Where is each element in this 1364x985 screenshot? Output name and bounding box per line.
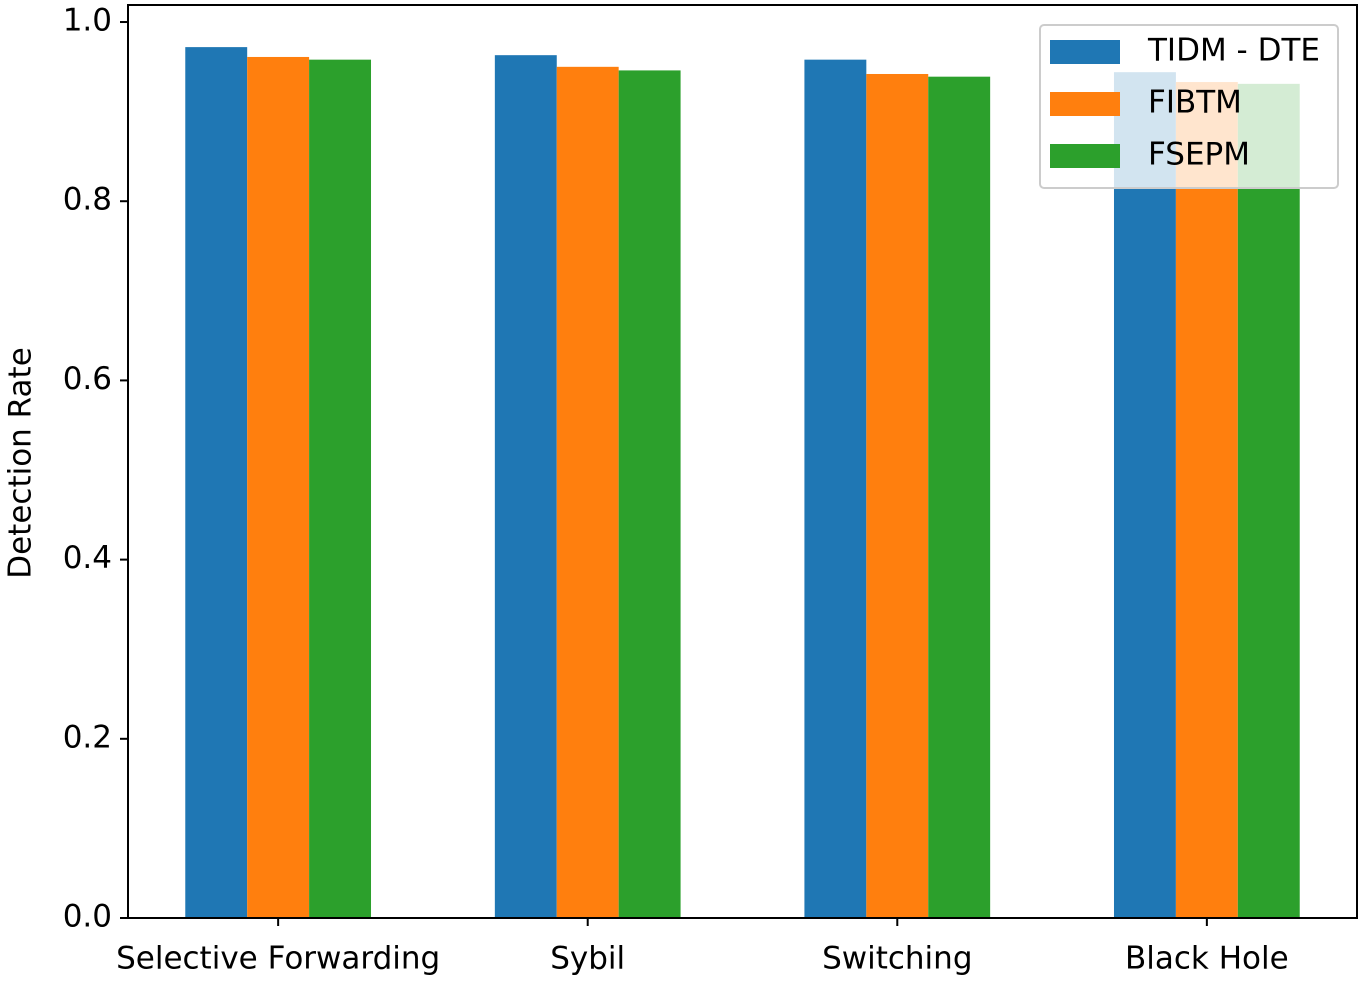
bar [494,55,557,918]
y-tick-label: 0.6 [63,361,112,397]
bar [309,59,372,919]
bar [1175,82,1238,919]
y-tick-label: 0.4 [63,540,112,576]
legend: TIDM - DTE FIBTM FSEPM [1039,24,1339,189]
bar [618,70,681,919]
bar [866,73,929,919]
bar [928,76,991,919]
y-tick-label: 1.0 [63,3,112,39]
plot-frame [127,4,1358,919]
legend-label: FSEPM [1148,137,1250,173]
bar [1113,72,1176,918]
legend-swatch [1050,40,1120,64]
x-tick-label: Selective Forwarding [116,941,440,977]
legend-label: TIDM - DTE [1147,33,1320,69]
x-tick-label: Switching [822,941,972,977]
y-tick-label: 0.8 [63,182,112,218]
x-tick-label: Black Hole [1125,941,1289,977]
legend-swatch [1050,144,1120,168]
y-axis-label: Detection Rate [3,347,39,579]
y-tick-label: 0.0 [63,899,112,935]
legend-swatch [1050,92,1120,116]
bar [1237,83,1300,918]
legend-label: FIBTM [1148,85,1242,121]
bar [185,47,248,918]
bar [804,59,867,919]
bar [556,66,619,918]
x-tick-label: Sybil [550,941,625,977]
y-tick-label: 0.2 [63,719,112,755]
bar [247,56,310,919]
